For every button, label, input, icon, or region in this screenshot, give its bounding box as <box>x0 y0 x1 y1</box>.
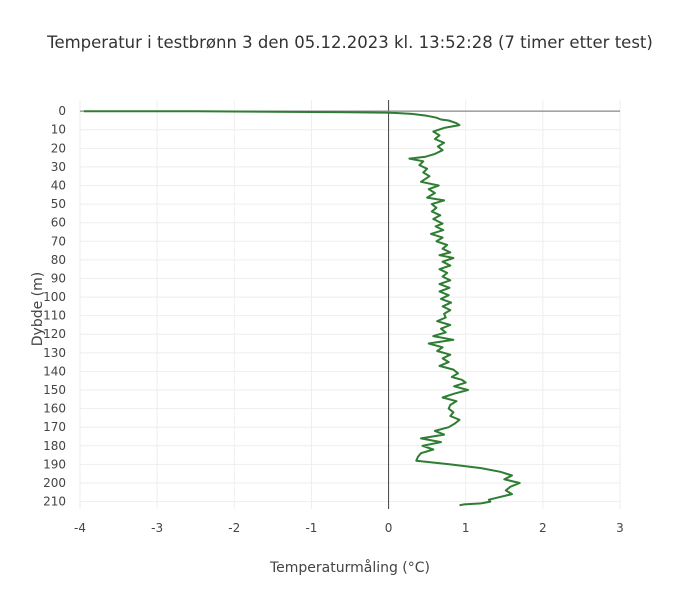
x-tick-label: -4 <box>74 521 86 535</box>
x-tick-label: 3 <box>616 521 624 535</box>
y-tick-label: 10 <box>51 123 66 137</box>
x-axis-label: Temperaturmåling (°C) <box>269 559 430 576</box>
chart-title: Temperatur i testbrønn 3 den 05.12.2023 … <box>47 33 653 52</box>
y-tick-label: 130 <box>43 346 66 360</box>
y-tick-label: 20 <box>51 141 66 155</box>
y-tick-label: 40 <box>51 179 66 193</box>
y-tick-label: 0 <box>58 104 66 118</box>
y-tick-label: 120 <box>43 327 66 341</box>
series-group <box>83 110 521 507</box>
y-gridlines <box>80 110 620 503</box>
y-tick-label: 180 <box>43 439 66 453</box>
y-tick-label: 100 <box>43 290 66 304</box>
y-tick-label: 70 <box>51 234 66 248</box>
x-tick-label: 1 <box>462 521 470 535</box>
y-tick-label: 80 <box>51 253 66 267</box>
x-tick-label: -2 <box>228 521 240 535</box>
y-tick-label: 160 <box>43 402 66 416</box>
x-gridlines <box>79 100 621 509</box>
y-tick-label: 170 <box>43 420 66 434</box>
x-tick-label: -3 <box>151 521 163 535</box>
x-tick-label: 0 <box>385 521 393 535</box>
y-tick-label: 210 <box>43 495 66 509</box>
x-tick-label: -1 <box>305 521 317 535</box>
y-tick-labels: 0 10 20 30 40 50 60 70 80 90 100 110 120 130 140 150 160… <box>43 104 66 508</box>
x-tick-labels: -4 -3 -2 -1 0 1 2 3 <box>74 521 624 535</box>
y-tick-label: 140 <box>43 364 66 378</box>
y-tick-label: 60 <box>51 216 66 230</box>
y-tick-label: 50 <box>51 197 66 211</box>
y-tick-label: 200 <box>43 476 66 490</box>
x-tick-label: 2 <box>539 521 547 535</box>
y-tick-label: 110 <box>43 309 66 323</box>
y-tick-label: 150 <box>43 383 66 397</box>
y-tick-label: 90 <box>51 271 66 285</box>
y-tick-label: 30 <box>51 160 66 174</box>
zero-lines <box>80 100 620 509</box>
y-axis-label: Dybde (m) <box>30 272 46 346</box>
series-line-1 <box>83 110 521 507</box>
y-tick-label: 190 <box>43 457 66 471</box>
